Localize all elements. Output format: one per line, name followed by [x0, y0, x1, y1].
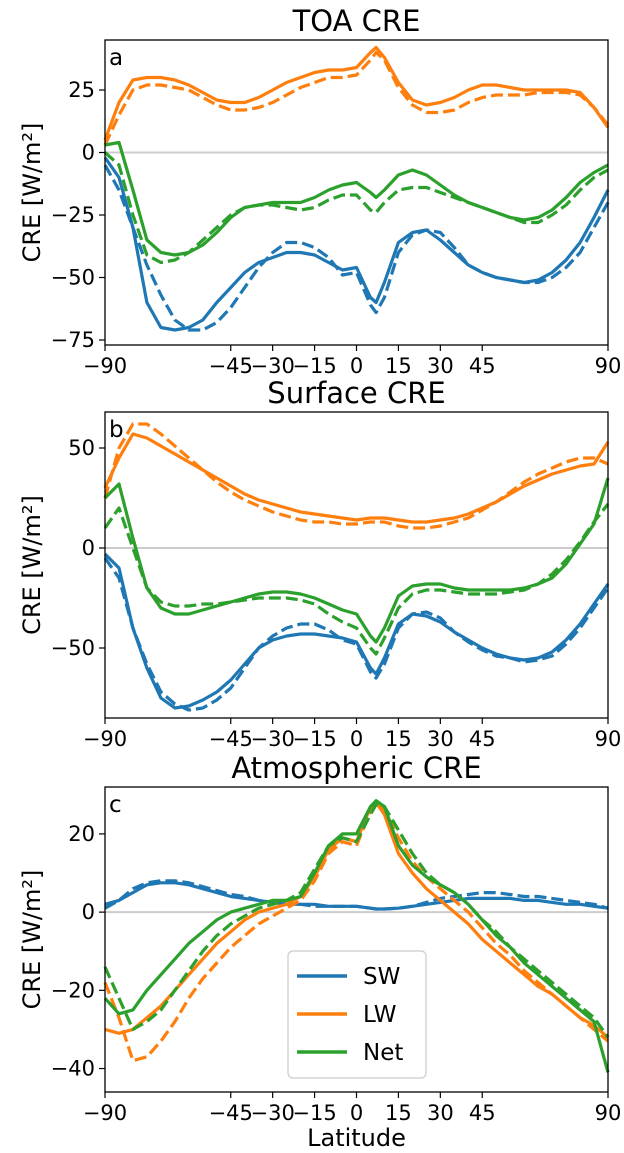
x-tick-label: 0	[350, 727, 363, 751]
series-net-dashed	[103, 503, 610, 656]
x-tick-label: 30	[427, 727, 454, 751]
series-lw-dashed	[103, 50, 610, 146]
y-tick-label: 20	[68, 822, 95, 846]
panel-letter: a	[109, 45, 123, 71]
x-tick-label: −30	[251, 354, 295, 378]
x-tick-label: −45	[209, 354, 253, 378]
y-axis-label: CRE [W/m²]	[18, 495, 46, 635]
panel-title: Atmospheric CRE	[231, 751, 481, 785]
y-tick-label: 50	[68, 436, 95, 460]
x-tick-label: 45	[469, 1101, 496, 1125]
x-tick-label: 15	[385, 354, 412, 378]
x-tick-label: −30	[251, 727, 295, 751]
x-tick-label: −15	[292, 1101, 336, 1125]
x-tick-label: 15	[385, 1101, 412, 1125]
x-tick-label: 30	[427, 354, 454, 378]
panel-b: −90 −45−30−15 0 15 30 45 90 −50 0 50 Surface CRE b C…	[18, 376, 621, 751]
x-tick-label: 0	[350, 1101, 363, 1125]
y-tick-label: −75	[51, 328, 95, 352]
x-tick-label: −15	[292, 727, 336, 751]
x-tick-label: −90	[83, 1101, 127, 1125]
x-tick-label: −45	[209, 1101, 253, 1125]
y-tick-label: −25	[51, 203, 95, 227]
series-net-dashed	[103, 151, 609, 265]
x-tick-label: 15	[385, 727, 412, 751]
y-tick-label: 0	[82, 536, 95, 560]
legend-box	[287, 950, 427, 1079]
y-axis-label: CRE [W/m²]	[18, 870, 46, 1010]
legend-label-lw: LW	[363, 1002, 396, 1028]
legend-label-sw: SW	[363, 964, 400, 990]
panel-letter: c	[109, 792, 122, 818]
x-tick-label: 45	[469, 354, 496, 378]
y-tick-label: −50	[51, 636, 95, 660]
y-tick-label: −40	[51, 1057, 95, 1081]
y-axis-label: CRE [W/m²]	[18, 123, 46, 263]
series-sw-dashed	[103, 164, 610, 332]
x-axis-label: Latitude	[307, 1124, 406, 1152]
panel-title: Surface CRE	[267, 376, 445, 410]
panel-a: −90 −45−30−15 0 15 30 45 90 −75 −50 −25 0 25 TOA CRE…	[18, 4, 621, 378]
x-tick-label: 45	[469, 727, 496, 751]
panel-title: TOA CRE	[292, 4, 421, 38]
y-tick-label: 0	[82, 141, 95, 165]
panel-c: −90 −45−30−15 0 15 30 45 90 −40 −20 0 20 Atmospheri…	[18, 751, 621, 1125]
series-lw-dashed	[103, 422, 609, 530]
series-lw-solid	[103, 45, 610, 141]
x-tick-label: −90	[83, 727, 127, 751]
series-sw-solid	[103, 552, 610, 710]
series-sw-dashed	[103, 557, 610, 712]
x-tick-label: 90	[595, 354, 622, 378]
series-net-solid	[103, 799, 610, 1073]
series-net-dashed	[103, 803, 610, 1039]
series-net-solid	[103, 477, 610, 644]
series-lw-solid	[103, 432, 610, 524]
y-tick-label: −50	[51, 266, 95, 290]
series-sw-dashed	[104, 879, 609, 911]
legend-label-net: Net	[363, 1040, 403, 1066]
y-tick-label: −20	[51, 978, 95, 1002]
y-tick-label: 0	[82, 900, 95, 924]
x-tick-label: 90	[595, 727, 622, 751]
x-tick-label: 0	[350, 354, 363, 378]
x-tick-label: −45	[209, 727, 253, 751]
x-tick-label: 90	[595, 1101, 622, 1125]
x-tick-label: 30	[427, 1101, 454, 1125]
y-tick-label: 25	[68, 78, 95, 102]
x-tick-label: −15	[292, 354, 336, 378]
series-sw-solid	[104, 881, 609, 911]
series-net-solid	[104, 140, 609, 257]
legend: SW LW Net	[287, 950, 427, 1079]
x-tick-label: −30	[251, 1101, 295, 1125]
x-tick-label: −90	[83, 354, 127, 378]
axes-frame	[104, 39, 609, 346]
panel-letter: b	[109, 417, 124, 443]
